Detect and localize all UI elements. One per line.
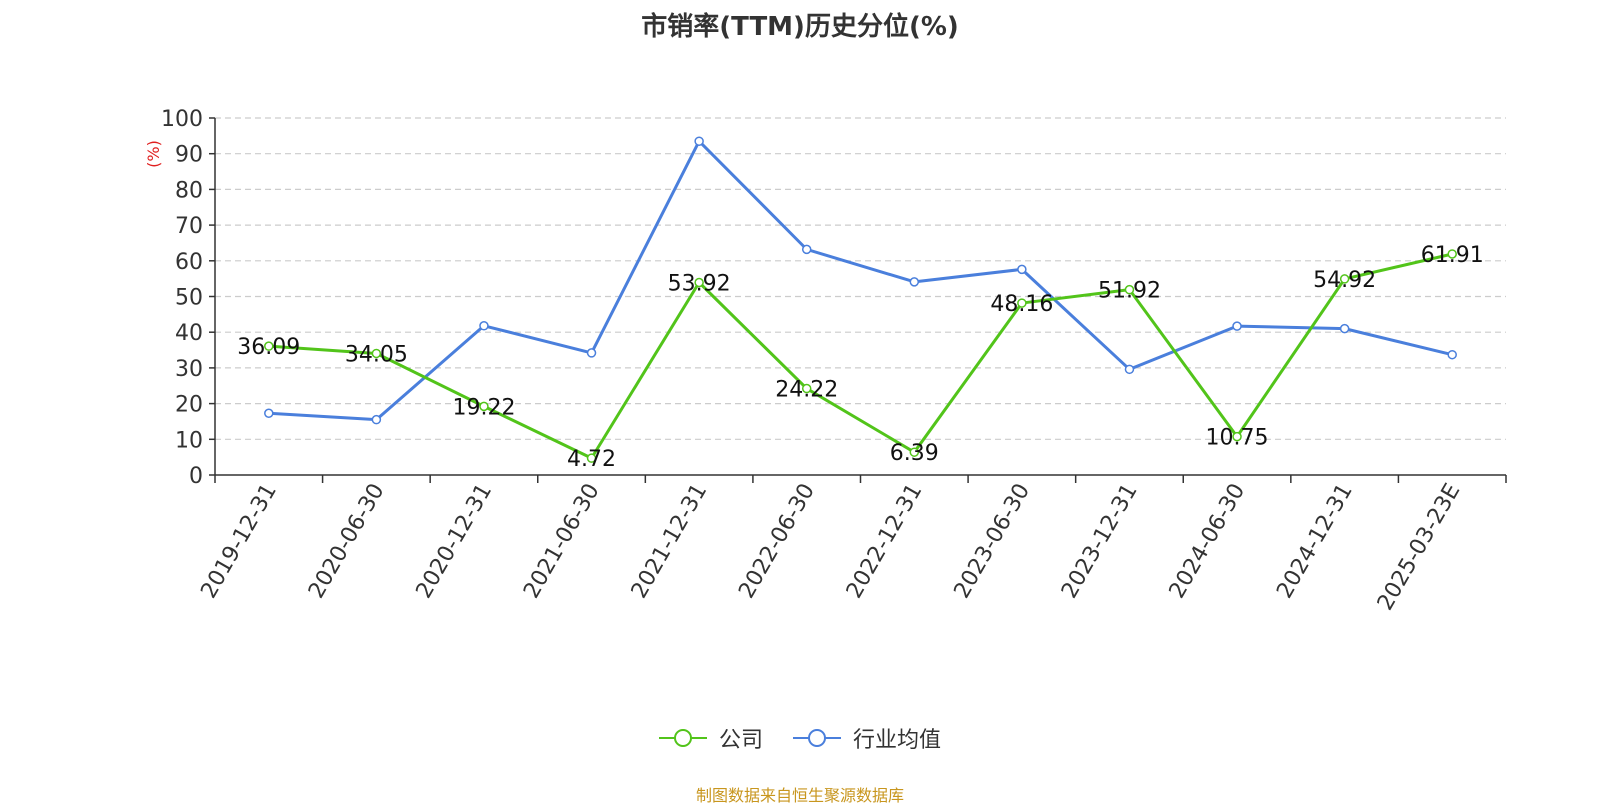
point-s0-9 xyxy=(1232,431,1242,442)
x-tick-label-2025-03-23E: 2025-03-23E xyxy=(1373,480,1466,615)
data-label-9: 10.75 xyxy=(1206,426,1269,451)
point-s0-5 xyxy=(801,383,812,394)
y-tick-label-60: 60 xyxy=(175,250,203,275)
data-label-5: 24.22 xyxy=(775,378,838,403)
data-label-6: 6.39 xyxy=(890,441,939,466)
x-tick-label-2023-12-31: 2023-12-31 xyxy=(1057,480,1143,603)
data-label-7: 48.16 xyxy=(990,292,1053,317)
x-tick-label-2022-12-31: 2022-12-31 xyxy=(842,480,928,603)
point-s0-2 xyxy=(479,401,489,412)
source-note: 制图数据来自恒生聚源数据库 xyxy=(695,786,904,805)
point-s1-4 xyxy=(694,136,704,146)
point-s1-0 xyxy=(264,408,274,418)
point-s1-10 xyxy=(1339,323,1350,334)
point-s1-2 xyxy=(479,321,489,331)
data-label-8: 51.92 xyxy=(1098,279,1161,304)
point-s1-3 xyxy=(586,348,597,358)
point-s0-10 xyxy=(1339,274,1350,284)
point-s0-1 xyxy=(371,348,382,359)
legend-label-company: 公司 xyxy=(718,728,763,753)
y-tick-label-0: 0 xyxy=(189,464,203,489)
legend: 公司 行业均值 xyxy=(0,722,1600,754)
point-s0-4 xyxy=(694,277,704,288)
x-tick-label-2020-06-30: 2020-06-30 xyxy=(304,480,390,603)
series-layer xyxy=(264,136,1457,463)
point-s0-0 xyxy=(264,341,274,351)
data-label-3: 4.72 xyxy=(567,447,616,472)
x-tick-label-2021-12-31: 2021-12-31 xyxy=(627,480,713,603)
data-label-0: 36.09 xyxy=(237,335,300,360)
series-line-1 xyxy=(268,139,1453,422)
y-tick-label-70: 70 xyxy=(175,214,203,239)
grid-lines xyxy=(215,117,1506,440)
data-label-11: 61.91 xyxy=(1421,243,1484,268)
y-tick-label-40: 40 xyxy=(175,321,203,346)
x-tick-label-2023-06-30: 2023-06-30 xyxy=(949,480,1035,603)
point-s1-7 xyxy=(1017,264,1027,275)
x-tick-label-2024-12-31: 2024-12-31 xyxy=(1272,480,1358,603)
x-tick-label-2021-06-30: 2021-06-30 xyxy=(519,480,605,603)
point-s1-9 xyxy=(1232,321,1242,331)
data-label-10: 54.92 xyxy=(1313,268,1376,293)
point-s0-11 xyxy=(1447,249,1457,259)
point-s0-8 xyxy=(1124,284,1135,295)
y-tick-label-100: 100 xyxy=(161,107,203,132)
y-axis-label: (%) xyxy=(144,140,163,168)
data-label-4: 53.92 xyxy=(668,272,731,297)
legend-item-industry-average[interactable]: 行业均值 xyxy=(793,722,941,754)
y-tick-label-50: 50 xyxy=(175,286,203,311)
legend-item-company[interactable]: 公司 xyxy=(658,722,763,754)
series-line-0 xyxy=(268,252,1453,460)
point-s1-11 xyxy=(1447,349,1457,360)
x-tick-label-2020-12-31: 2020-12-31 xyxy=(412,480,498,603)
point-s1-6 xyxy=(909,277,920,287)
point-s1-5 xyxy=(801,244,812,255)
point-s0-3 xyxy=(586,453,597,463)
y-tick-label-10: 10 xyxy=(175,428,203,453)
data-label-1: 34.05 xyxy=(345,342,408,367)
y-tick-label-80: 80 xyxy=(175,178,203,203)
point-s1-1 xyxy=(371,414,382,425)
x-tick-label-2022-06-30: 2022-06-30 xyxy=(734,480,820,603)
x-tick-label-2019-12-31: 2019-12-31 xyxy=(196,480,282,603)
point-s1-8 xyxy=(1124,364,1135,375)
legend-swatch-industry-average xyxy=(793,729,841,747)
x-tick-label-2024-06-30: 2024-06-30 xyxy=(1165,480,1251,603)
point-s0-6 xyxy=(909,447,920,457)
point-s0-7 xyxy=(1017,298,1027,308)
legend-swatch-company xyxy=(658,729,707,747)
y-tick-label-30: 30 xyxy=(175,357,203,382)
y-tick-label-20: 20 xyxy=(175,393,203,418)
legend-label-industry-average: 行业均值 xyxy=(853,728,942,753)
y-tick-label-90: 90 xyxy=(175,143,203,168)
data-labels: 36.09 34.05 19.22 4.72 53.92 24.22 6.39 48.16 51… xyxy=(237,243,1483,472)
chart-title: 市销率(TTM)历史分位(%) xyxy=(641,12,959,42)
data-label-2: 19.22 xyxy=(452,395,515,420)
